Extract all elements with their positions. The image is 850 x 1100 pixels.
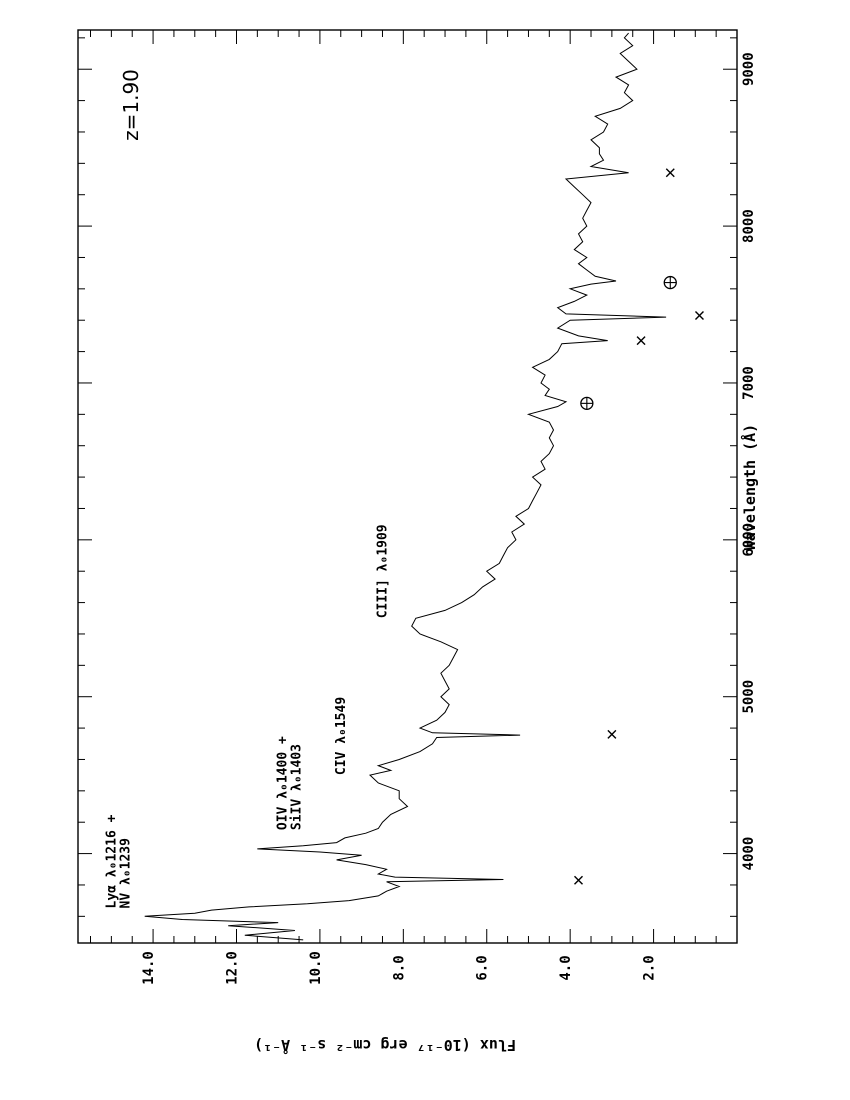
cross-stroke: [636, 336, 646, 346]
redshift-label: z=1.90: [119, 69, 143, 141]
cross-marker: [574, 875, 584, 885]
cross-stroke: [574, 875, 584, 885]
x-axis-title: Wavelength (Å): [740, 424, 759, 550]
y-tick-label: 12.0: [225, 951, 241, 985]
x-tick-label: 5000: [741, 680, 757, 714]
y-axis-title: Flux (10⁻¹⁷ erg cm⁻² s⁻¹ Å⁻¹): [254, 1036, 516, 1055]
annotation-label: OIV λ₀1400 +: [276, 736, 291, 830]
cross-marker: [694, 311, 704, 321]
y-tick-label: 2.0: [642, 955, 658, 980]
annotation-label: Lyα λ₀1216 +: [105, 814, 120, 908]
x-tick-label: 8000: [741, 209, 757, 243]
annotation-label: NV λ₀1239: [119, 838, 134, 908]
y-tick-label: 6.0: [475, 955, 491, 980]
annotation-label: CIV λ₀1549: [334, 697, 349, 775]
annotation-label: CIII] λ₀1909: [376, 524, 391, 618]
y-tick-label: 8.0: [391, 955, 407, 980]
axis-tick-labels: 4000 5000 6000 7000 8000 9000 2.0 4.0 6.0 8.0 10.0…: [141, 52, 757, 985]
y-tick-label: 14.0: [141, 951, 157, 985]
plot-frame: [77, 29, 738, 944]
cross-stroke: [694, 311, 704, 321]
spectrum-line: [144, 32, 667, 941]
cross-marker: [665, 168, 675, 178]
y-tick-label: 10.0: [308, 951, 324, 985]
x-tick-label: 7000: [741, 366, 757, 400]
feature-markers: [574, 168, 704, 885]
axis-ticks: [78, 30, 737, 943]
line-annotations: Lyα λ₀1216 + NV λ₀1239 OIV λ₀1400 + SiIV λ₀…: [105, 524, 391, 908]
x-tick-label: 6000: [741, 523, 757, 557]
x-tick-label: 9000: [741, 52, 757, 86]
cross-marker: [607, 729, 617, 739]
y-tick-label: 4.0: [558, 955, 574, 980]
cross-stroke: [607, 729, 617, 739]
annotation-label: SiIV λ₀1403: [290, 744, 305, 830]
cross-stroke: [665, 168, 675, 178]
telluric-marker: [580, 396, 594, 411]
x-tick-label: 4000: [741, 837, 757, 871]
cross-marker: [636, 336, 646, 346]
telluric-marker: [663, 275, 677, 290]
